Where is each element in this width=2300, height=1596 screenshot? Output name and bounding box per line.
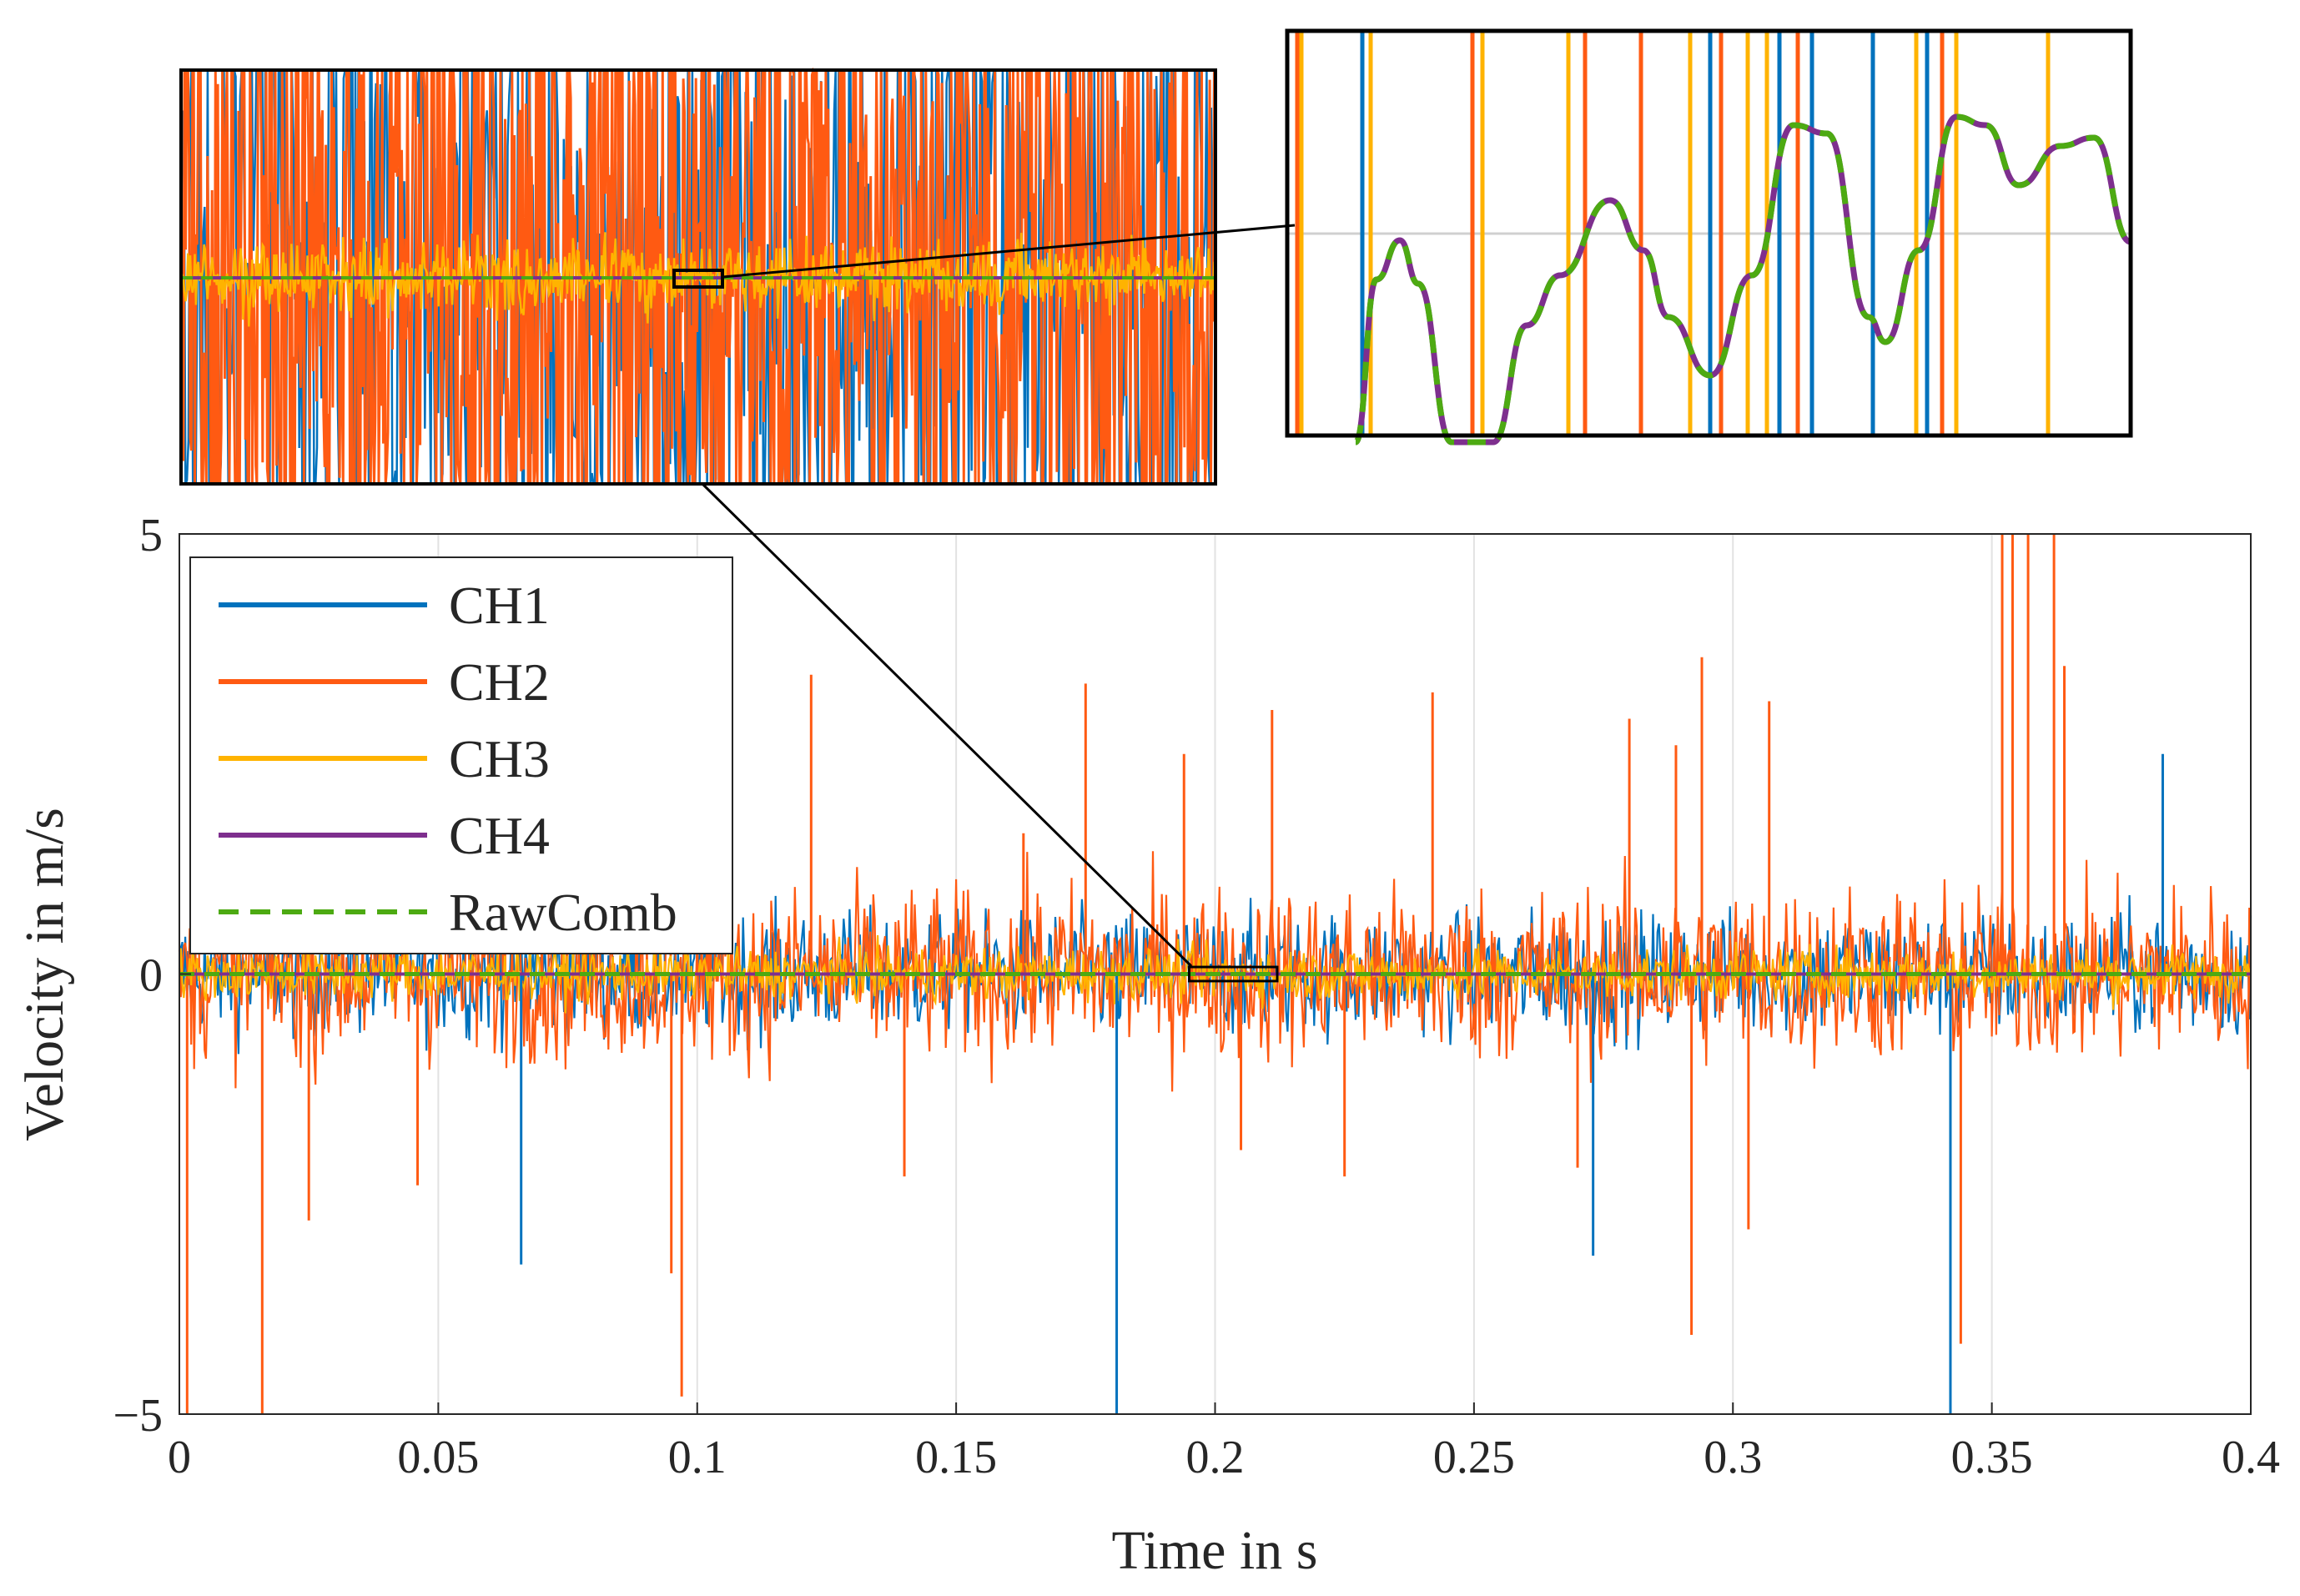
x-tick-label: 0.25 [1433,1432,1515,1483]
x-axis-label: Time in s [1112,1520,1318,1581]
connector-main-to-wide [701,482,1193,968]
x-tick-label: 0.15 [915,1432,997,1483]
connector-wide-to-detail [722,224,1296,279]
legend-label-CH4: CH4 [449,806,550,865]
y-axis-ticks: −5 0 5 [113,510,191,1442]
y-tick-label: 5 [139,510,163,561]
inset-detail-series [1295,31,2132,446]
legend-label-RawComb: RawComb [449,883,677,942]
y-tick-label: −5 [113,1390,163,1442]
inset-detail-frame [1285,28,2133,438]
x-tick-label: 0.35 [1951,1432,2033,1483]
x-tick-label: 0.3 [1704,1432,1762,1483]
zoom-inset-detail [1285,28,2133,446]
x-axis-ticks: 0 0.05 0.1 0.15 0.2 0.25 0.3 0.35 0.4 [168,1402,2280,1483]
inset-detail-RawComb-wave [1352,113,2132,446]
legend-box [189,556,733,954]
x-tick-label: 0.2 [1186,1432,1245,1483]
legend-label-CH2: CH2 [449,652,550,712]
legend: CH1 CH2 CH3 CH4 RawComb [189,556,733,954]
x-tick-label: 0.4 [2222,1432,2280,1483]
zoom-inset-wide [179,67,1217,486]
zoom-region-rectangle [1187,965,1279,983]
x-tick-label: 0.1 [668,1432,727,1483]
legend-items: CH1 CH2 CH3 CH4 RawComb [219,576,677,942]
inset-wide-trace [179,68,1215,486]
inset-wide-frame [179,68,1217,486]
main-plot: 0 0.05 0.1 0.15 0.2 0.25 0.3 0.35 0.4 −505 [113,510,2280,1483]
x-tick-label: 0.05 [397,1432,479,1483]
main-series [178,534,2252,1414]
zoom-connector-lines [701,224,1296,968]
y-tick-label: 0 [139,950,163,1002]
inset-wide-zoom-rectangle [672,269,724,289]
legend-label-CH1: CH1 [449,576,550,635]
legend-label-CH3: CH3 [449,729,550,788]
x-tick-label: 0 [168,1432,191,1483]
y-axis-label: Velocity in m/s [14,808,75,1141]
